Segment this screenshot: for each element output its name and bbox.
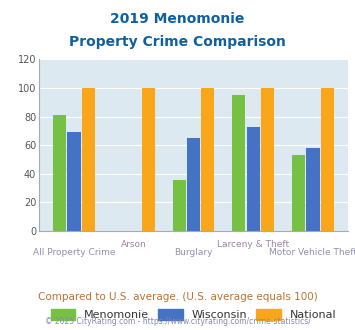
Bar [306, 148, 320, 231]
Text: Burglary: Burglary [174, 248, 213, 257]
Bar [173, 180, 186, 231]
Legend: Menomonie, Wisconsin, National: Menomonie, Wisconsin, National [51, 309, 336, 320]
Text: Arson: Arson [121, 241, 147, 249]
Bar [142, 88, 155, 231]
Bar [232, 95, 245, 231]
Text: Compared to U.S. average. (U.S. average equals 100): Compared to U.S. average. (U.S. average … [38, 292, 317, 302]
Bar [53, 115, 66, 231]
Bar [82, 88, 95, 231]
Bar [261, 88, 274, 231]
Text: Property Crime Comparison: Property Crime Comparison [69, 35, 286, 49]
Bar [292, 155, 305, 231]
Bar [187, 138, 200, 231]
Bar [321, 88, 334, 231]
Text: © 2025 CityRating.com - https://www.cityrating.com/crime-statistics/: © 2025 CityRating.com - https://www.city… [45, 317, 310, 326]
Text: Larceny & Theft: Larceny & Theft [217, 241, 289, 249]
Text: Motor Vehicle Theft: Motor Vehicle Theft [269, 248, 355, 257]
Bar [201, 88, 214, 231]
Text: All Property Crime: All Property Crime [33, 248, 115, 257]
Bar [247, 127, 260, 231]
Text: 2019 Menomonie: 2019 Menomonie [110, 12, 245, 25]
Bar [67, 132, 81, 231]
